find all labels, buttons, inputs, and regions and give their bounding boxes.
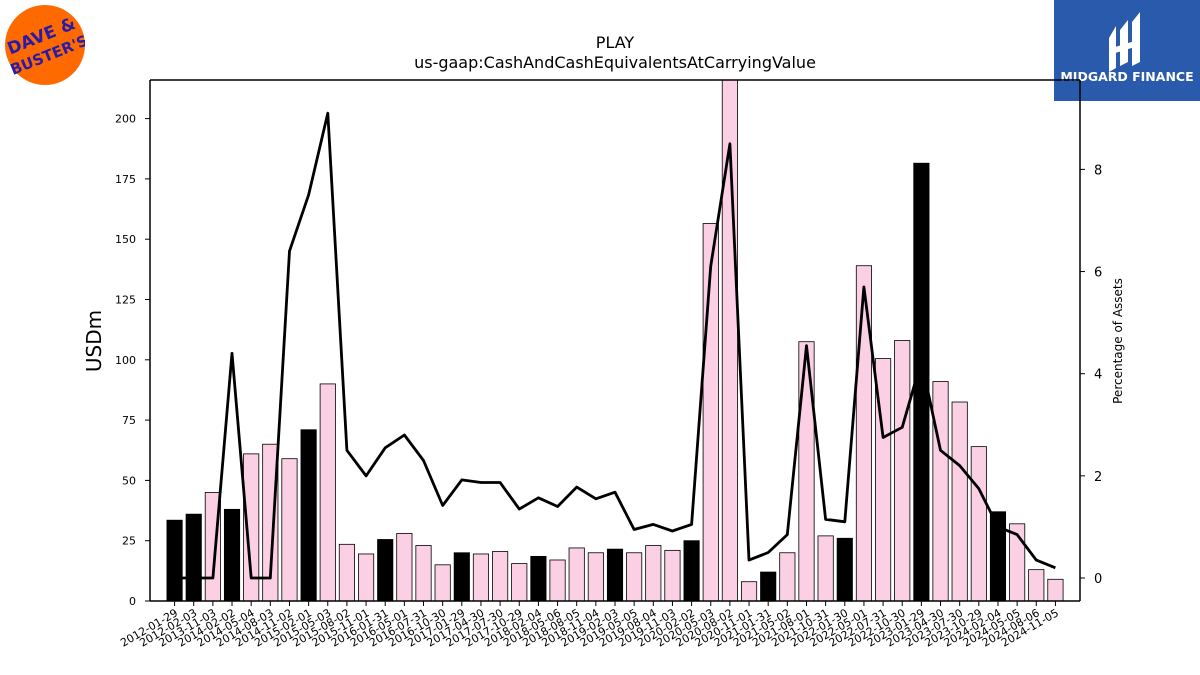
bar <box>166 519 183 602</box>
bar <box>645 545 662 602</box>
bar <box>358 553 375 602</box>
bar <box>453 552 470 602</box>
bar <box>951 401 968 602</box>
y-tick-label: 125 <box>115 293 136 306</box>
bar <box>472 553 490 602</box>
y2-tick-label: 2 <box>1094 470 1102 485</box>
chart-title: PLAY <box>596 33 635 52</box>
axes: 0255075100125150175200024682012-01-29201… <box>115 79 1102 650</box>
y-tick-label: 0 <box>129 595 136 608</box>
bar <box>606 548 624 602</box>
bar <box>779 552 796 602</box>
bar <box>836 537 853 602</box>
y2-tick-label: 4 <box>1094 368 1102 383</box>
chart-subtitle: us-gaap:CashAndCashEquivalentsAtCarrying… <box>414 53 816 72</box>
y-tick-label: 75 <box>122 414 136 427</box>
bar <box>683 540 700 602</box>
y-tick-label: 150 <box>115 233 136 246</box>
bar <box>664 549 681 602</box>
bar <box>434 564 451 602</box>
bar <box>223 508 241 602</box>
bar <box>587 552 604 602</box>
bar <box>338 543 355 602</box>
bar <box>492 551 509 602</box>
bar <box>185 513 202 602</box>
bar <box>1028 569 1045 602</box>
bar <box>415 545 432 602</box>
bar <box>760 571 777 602</box>
y-axis-label: USDm <box>82 310 106 372</box>
midgard-mark-icon <box>1109 12 1140 72</box>
logo-circle <box>5 5 85 85</box>
bar <box>855 265 872 602</box>
bar <box>932 381 949 602</box>
bar <box>530 555 547 602</box>
y2-axis-label: Percentage of Assets <box>1111 278 1125 404</box>
bar <box>626 552 643 602</box>
bar <box>377 539 394 602</box>
bar <box>970 446 987 602</box>
y-tick-label: 25 <box>122 535 136 548</box>
bar <box>281 458 298 602</box>
logo-wordmark: MIDGARD FINANCE <box>1060 69 1193 84</box>
bar <box>894 340 911 602</box>
bar <box>817 535 834 602</box>
line-series <box>174 111 1056 580</box>
bar <box>319 383 336 602</box>
bar <box>740 581 758 602</box>
bar <box>568 547 585 602</box>
y-tick-label: 100 <box>115 354 136 367</box>
bar <box>511 563 528 602</box>
y-tick-label: 50 <box>122 474 136 487</box>
bar <box>300 429 317 602</box>
y-tick-label: 175 <box>115 173 136 186</box>
bar <box>396 533 413 602</box>
percentage-line <box>174 111 1056 580</box>
midgard-finance-logo: MIDGARD FINANCE <box>1054 0 1200 101</box>
y2-tick-label: 0 <box>1094 572 1102 587</box>
y-tick-label: 200 <box>115 113 136 126</box>
bar <box>549 559 566 602</box>
y2-tick-label: 8 <box>1094 163 1102 178</box>
bar-series <box>166 79 1064 602</box>
dave-and-busters-logo: DAVE & BUSTER'S <box>5 5 90 85</box>
y2-tick-label: 6 <box>1094 266 1102 281</box>
bar <box>1047 578 1064 602</box>
bar <box>798 341 815 602</box>
